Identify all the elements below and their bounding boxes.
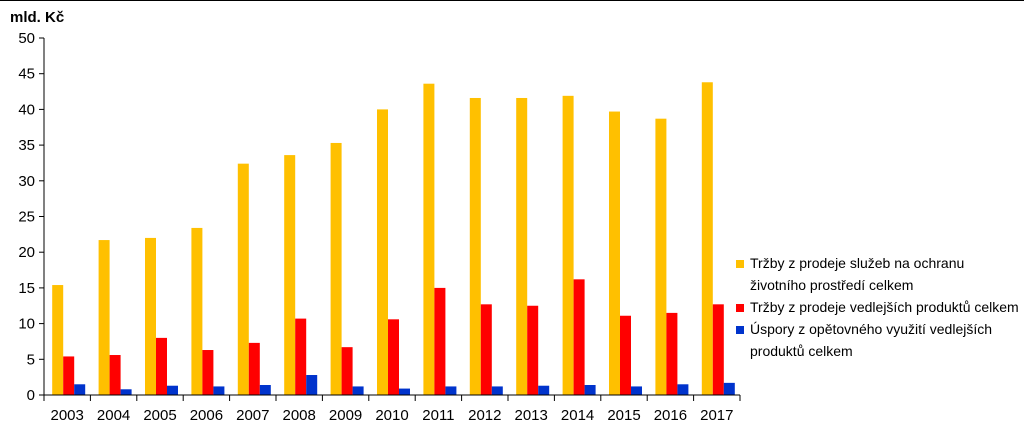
bar-series-3 <box>167 385 178 395</box>
y-axis-ticks: 0 5 10 15 20 25 30 35 40 45 50 <box>18 30 44 404</box>
y-tick-label: 5 <box>27 351 35 368</box>
bar-series-3 <box>352 386 364 395</box>
axes <box>0 0 1024 396</box>
legend-swatch <box>736 260 744 268</box>
legend-item: Tržby z prodeje vedlejších produktů celk… <box>736 296 1022 318</box>
bar-series-1 <box>562 95 574 396</box>
bar-series-2 <box>620 315 631 395</box>
bar-series-1 <box>330 142 342 395</box>
x-tick-label: 2011 <box>422 407 454 424</box>
bar-series-2 <box>341 347 353 395</box>
y-tick-label: 0 <box>27 387 35 404</box>
y-tick-label: 10 <box>18 316 35 333</box>
bar-series-1 <box>701 82 713 395</box>
x-tick-label: 2017 <box>700 407 733 424</box>
x-tick-label: 2003 <box>51 407 84 424</box>
bar-series-1 <box>145 237 156 395</box>
bar-series-2 <box>248 342 260 395</box>
bar-series-3 <box>677 384 689 395</box>
y-tick-label: 25 <box>18 209 35 226</box>
bar-series-1 <box>191 227 203 395</box>
bar-series-1 <box>52 285 64 395</box>
x-tick-label: 2006 <box>190 407 223 424</box>
bar-series-3 <box>120 389 132 395</box>
bar-series-2 <box>527 305 539 395</box>
bar-series-3 <box>213 386 225 395</box>
legend-item: Úspory z opětovného využití vedlejších p… <box>736 318 1022 362</box>
legend-swatch <box>736 304 744 312</box>
x-tick-label: 2008 <box>283 407 316 424</box>
bar-series-3 <box>74 384 86 395</box>
bar-series-3 <box>538 385 550 395</box>
legend-label: Tržby z prodeje služeb na ochranu životn… <box>750 255 965 293</box>
x-tick-label: 2009 <box>329 407 362 424</box>
bar-series-1 <box>284 155 296 395</box>
x-tick-label: 2016 <box>654 407 687 424</box>
bar-series-1 <box>237 163 249 395</box>
bar-series-1 <box>516 97 528 395</box>
y-tick-label: 40 <box>18 101 35 118</box>
bar-series-1 <box>655 118 667 395</box>
x-tick-label: 2015 <box>607 407 640 424</box>
bar-series-2 <box>63 356 75 395</box>
x-tick-label: 2005 <box>143 407 176 424</box>
legend-label: Úspory z opětovného využití vedlejších p… <box>750 321 993 359</box>
x-tick-label: 2007 <box>236 407 269 424</box>
bar-series-2 <box>388 319 399 395</box>
y-tick-label: 30 <box>18 173 35 190</box>
bar-series-3 <box>259 385 271 395</box>
x-axis-ticks: 2003 2004 2005 2006 2007 2008 2009 2010 2011 2012… <box>43 395 741 424</box>
y-tick-label: 45 <box>18 66 35 83</box>
bar-series-2 <box>712 304 724 395</box>
x-tick-label: 2004 <box>97 407 130 424</box>
bar-series-3 <box>491 386 503 395</box>
bar-series-1 <box>377 109 388 396</box>
bar-series-3 <box>445 386 457 395</box>
bar-series-1 <box>469 97 481 395</box>
bar-series-2 <box>480 304 492 395</box>
bar-series-2 <box>109 355 121 395</box>
bar-series-1 <box>423 83 435 396</box>
bars <box>52 82 735 396</box>
legend: Tržby z prodeje služeb na ochranu životn… <box>736 252 1022 362</box>
y-tick-label: 50 <box>18 30 35 47</box>
bar-series-2 <box>295 318 307 395</box>
legend-item: Tržby z prodeje služeb na ochranu životn… <box>736 252 1022 296</box>
legend-swatch <box>736 326 744 334</box>
bar-series-3 <box>631 386 642 395</box>
x-tick-label: 2013 <box>515 407 548 424</box>
bar-series-2 <box>666 312 678 395</box>
bar-series-3 <box>306 375 318 395</box>
bar-series-2 <box>573 279 585 395</box>
y-tick-label: 35 <box>18 137 35 154</box>
bar-series-2 <box>156 337 167 395</box>
bar-series-1 <box>98 240 110 395</box>
x-tick-label: 2010 <box>375 407 408 424</box>
bar-series-3 <box>723 382 735 395</box>
y-tick-label: 20 <box>18 244 35 261</box>
x-tick-label: 2014 <box>561 407 594 424</box>
bar-series-3 <box>584 385 596 395</box>
y-tick-label: 15 <box>18 280 35 297</box>
x-tick-label: 2012 <box>468 407 501 424</box>
bar-series-3 <box>399 388 410 395</box>
y-axis-unit-label: mld. Kč <box>10 9 64 26</box>
bar-series-2 <box>202 350 214 395</box>
legend-label: Tržby z prodeje vedlejších produktů celk… <box>750 299 1019 315</box>
bar-series-2 <box>434 287 446 395</box>
bar-series-1 <box>609 111 620 396</box>
